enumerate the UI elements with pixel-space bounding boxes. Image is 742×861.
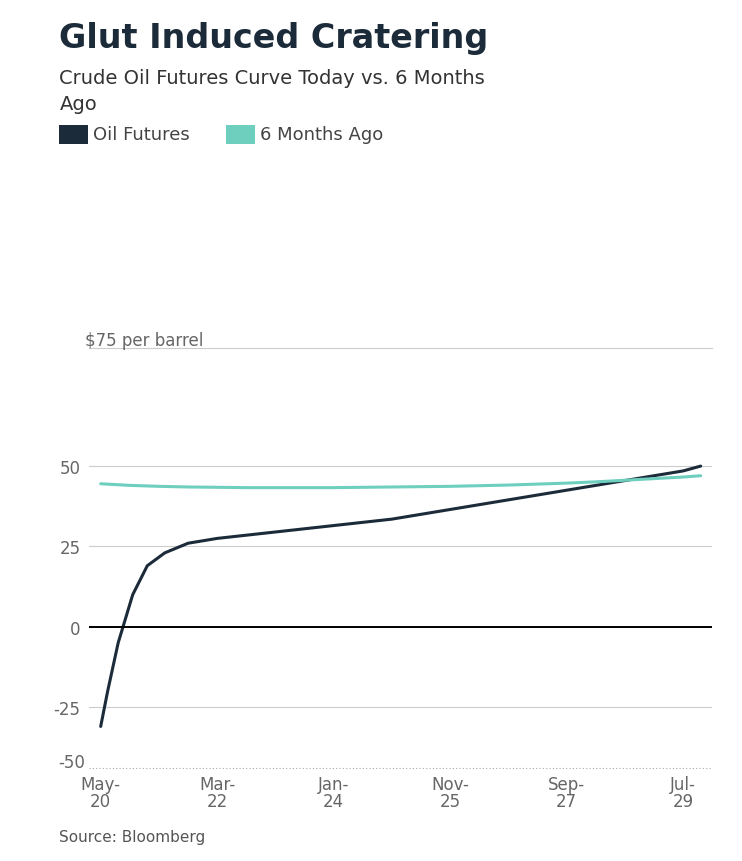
Text: 22: 22	[206, 792, 228, 810]
Text: 24: 24	[323, 792, 344, 810]
Text: Glut Induced Cratering: Glut Induced Cratering	[59, 22, 489, 54]
Text: Source: Bloomberg: Source: Bloomberg	[59, 829, 206, 844]
Text: Nov-: Nov-	[431, 775, 469, 793]
Text: $75 per barrel: $75 per barrel	[85, 331, 204, 350]
Text: Sep-: Sep-	[548, 775, 585, 793]
Text: 6 Months Ago: 6 Months Ago	[260, 127, 384, 144]
Text: Jan-: Jan-	[318, 775, 349, 793]
Text: -50: -50	[59, 753, 85, 771]
Text: Crude Oil Futures Curve Today vs. 6 Months
Ago: Crude Oil Futures Curve Today vs. 6 Mont…	[59, 69, 485, 115]
Text: 29: 29	[673, 792, 694, 810]
Text: 27: 27	[556, 792, 577, 810]
Text: 20: 20	[90, 792, 111, 810]
Text: 25: 25	[439, 792, 461, 810]
Text: Oil Futures: Oil Futures	[93, 127, 190, 144]
Text: Mar-: Mar-	[199, 775, 235, 793]
Text: May-: May-	[81, 775, 121, 793]
Text: Jul-: Jul-	[670, 775, 696, 793]
